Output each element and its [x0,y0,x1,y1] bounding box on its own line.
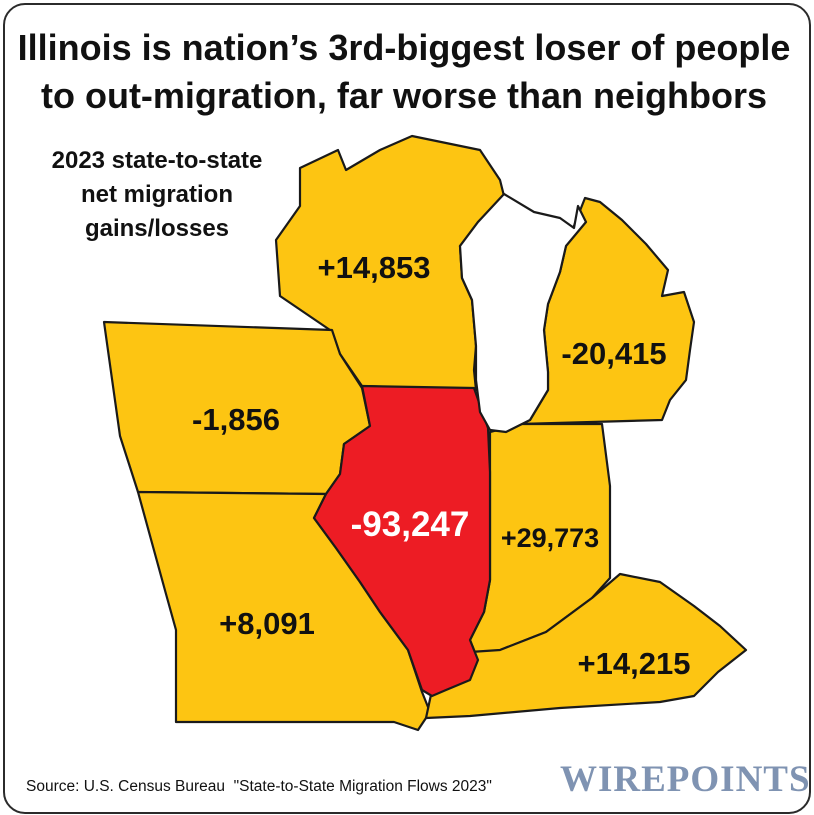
title-line-2: to out-migration, far worse than neighbo… [40,75,767,116]
label-kentucky: +14,215 [578,646,691,681]
label-iowa: -1,856 [192,402,280,437]
label-michigan: -20,415 [561,336,666,371]
subtitle-line-2: net migration [80,181,233,208]
source-note: Source: U.S. Census Bureau "State-to-Sta… [26,778,492,795]
label-illinois: -93,247 [351,505,470,544]
map-subtitle: 2023 state-to-state net migration gains/… [22,144,292,246]
label-missouri: +8,091 [219,606,315,641]
state-illinois [312,384,492,698]
page-title: Illinois is nation’s 3rd-biggest loser o… [0,24,808,120]
state-kentucky [424,572,748,720]
lake-michigan [458,192,588,434]
label-wisconsin: +14,853 [318,250,431,285]
title-line-1: Illinois is nation’s 3rd-biggest loser o… [17,27,791,68]
wirepoints-logo: WIREPOINTS [560,759,811,800]
subtitle-line-1: 2023 state-to-state [51,147,263,174]
label-indiana: +29,773 [501,523,599,553]
subtitle-line-3: gains/losses [84,215,230,242]
